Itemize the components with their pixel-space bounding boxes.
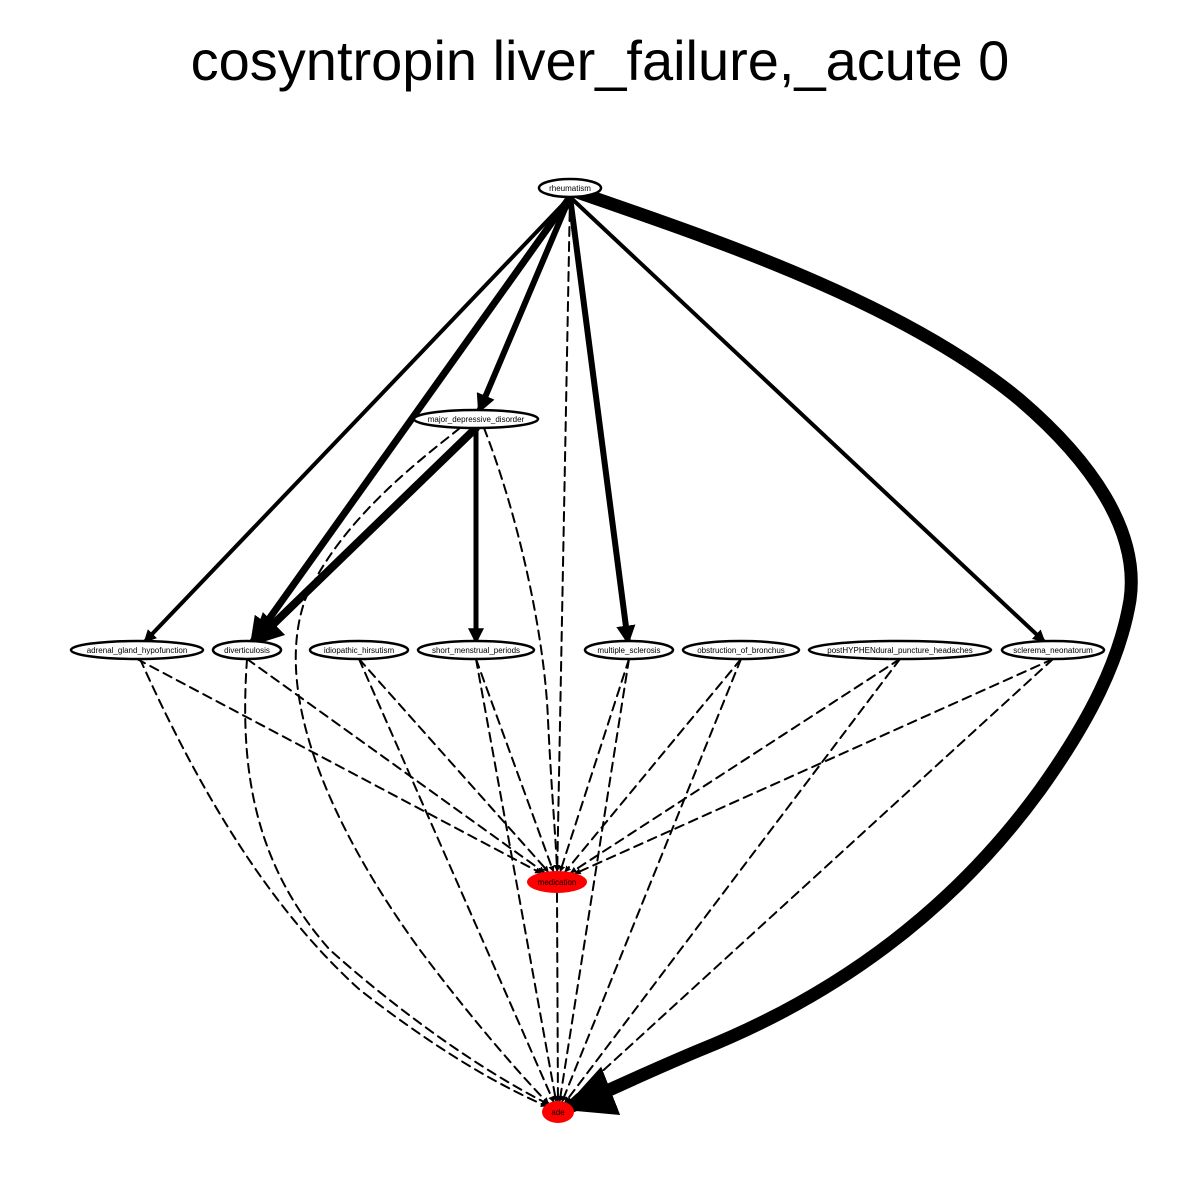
edge-short-menstrual-periods-to-medication bbox=[475, 658, 555, 873]
node-posthyphendural-puncture-headaches: postHYPHENdural_puncture_headaches bbox=[807, 639, 993, 661]
node-medication-label: medication bbox=[538, 878, 577, 887]
edge-multiple-sclerosis-to-medication bbox=[558, 658, 630, 873]
node-ade-shape bbox=[542, 1101, 574, 1123]
node-major-depressive-disorder: major_depressive_disorder bbox=[412, 408, 540, 430]
node-obstruction-of-bronchus-shape bbox=[681, 639, 801, 661]
edge-rheumatism-to-major-depressive-disorder bbox=[476, 194, 573, 414]
node-obstruction-of-bronchus-label: obstruction_of_bronchus bbox=[697, 646, 785, 655]
node-idiopathic-hirsutism: idiopathic_hirsutism bbox=[308, 639, 410, 661]
edge-adrenal-gland-hypofunction-to-ade bbox=[139, 658, 548, 1107]
node-sclerema-neonatorum-shape bbox=[1000, 639, 1106, 661]
edge-diverticulosis-to-ade bbox=[244, 658, 550, 1105]
edge-rheumatism-to-ade bbox=[562, 186, 1138, 1115]
edge-rheumatism-to-multiple-sclerosis bbox=[567, 194, 636, 645]
node-sclerema-neonatorum: sclerema_neonatorum bbox=[1000, 639, 1106, 661]
edge-obstruction-of-bronchus-to-ade bbox=[561, 658, 742, 1103]
edge-major-depressive-disorder-to-medication bbox=[483, 427, 561, 872]
edge-rheumatism-to-adrenal-gland-hypofunction bbox=[143, 195, 572, 644]
node-short-menstrual-periods-label: short_menstrual_periods bbox=[432, 646, 520, 655]
node-multiple-sclerosis-shape bbox=[583, 639, 675, 661]
node-posthyphendural-puncture-headaches-label: postHYPHENdural_puncture_headaches bbox=[827, 646, 972, 655]
node-multiple-sclerosis: multiple_sclerosis bbox=[583, 639, 675, 661]
edge-idiopathic-hirsutism-to-medication bbox=[358, 658, 550, 873]
edge-posthyphendural-puncture-headaches-to-medication bbox=[570, 658, 901, 874]
edges-layer bbox=[136, 186, 1138, 1115]
edge-sclerema-neonatorum-to-medication bbox=[574, 658, 1054, 875]
edge-idiopathic-hirsutism-to-ade bbox=[358, 658, 555, 1103]
node-major-depressive-disorder-shape bbox=[412, 408, 540, 430]
node-medication: medication bbox=[527, 871, 587, 893]
node-obstruction-of-bronchus: obstruction_of_bronchus bbox=[681, 639, 801, 661]
edge-rheumatism-to-diverticulosis bbox=[249, 193, 574, 646]
edge-multiple-sclerosis-to-ade bbox=[557, 658, 630, 1103]
node-multiple-sclerosis-label: multiple_sclerosis bbox=[597, 646, 660, 655]
diagram-title: cosyntropin liver_failure,_acute 0 bbox=[190, 29, 1010, 92]
node-diverticulosis-shape bbox=[211, 639, 283, 661]
edge-major-depressive-disorder-to-diverticulosis bbox=[251, 424, 480, 646]
node-diverticulosis-label: diverticulosis bbox=[224, 646, 270, 655]
node-short-menstrual-periods: short_menstrual_periods bbox=[416, 639, 536, 661]
edge-sclerema-neonatorum-to-ade bbox=[566, 658, 1054, 1105]
node-medication-shape bbox=[527, 871, 587, 893]
node-sclerema-neonatorum-label: sclerema_neonatorum bbox=[1013, 646, 1093, 655]
edge-posthyphendural-puncture-headaches-to-ade bbox=[564, 658, 901, 1104]
edge-rheumatism-to-medication bbox=[554, 196, 571, 873]
edge-adrenal-gland-hypofunction-to-medication bbox=[136, 658, 542, 874]
node-adrenal-gland-hypofunction-shape bbox=[69, 639, 205, 661]
node-idiopathic-hirsutism-shape bbox=[308, 639, 410, 661]
edge-short-menstrual-periods-to-ade bbox=[475, 658, 559, 1103]
nodes-layer: rheumatism major_depressive_disorderadren… bbox=[69, 177, 1106, 1123]
node-posthyphendural-puncture-headaches-shape bbox=[807, 639, 993, 661]
edge-diverticulosis-to-medication bbox=[246, 658, 545, 874]
node-short-menstrual-periods-shape bbox=[416, 639, 536, 661]
node-ade: ade bbox=[542, 1101, 574, 1123]
node-major-depressive-disorder-label: major_depressive_disorder bbox=[428, 415, 525, 424]
node-idiopathic-hirsutism-label: idiopathic_hirsutism bbox=[324, 646, 395, 655]
edge-major-depressive-disorder-to-ade bbox=[294, 427, 549, 1104]
edge-obstruction-of-bronchus-to-medication bbox=[564, 658, 742, 873]
node-rheumatism: rheumatism bbox=[537, 177, 603, 199]
node-rheumatism-shape bbox=[537, 177, 603, 199]
node-diverticulosis: diverticulosis bbox=[211, 639, 283, 661]
edge-medication-to-ade bbox=[554, 892, 562, 1103]
edge-rheumatism-to-sclerema-neonatorum bbox=[568, 195, 1046, 644]
node-rheumatism-label: rheumatism bbox=[549, 184, 591, 193]
node-adrenal-gland-hypofunction-label: adrenal_gland_hypofunction bbox=[87, 646, 188, 655]
node-ade-label: ade bbox=[551, 1108, 565, 1117]
node-adrenal-gland-hypofunction: adrenal_gland_hypofunction bbox=[69, 639, 205, 661]
